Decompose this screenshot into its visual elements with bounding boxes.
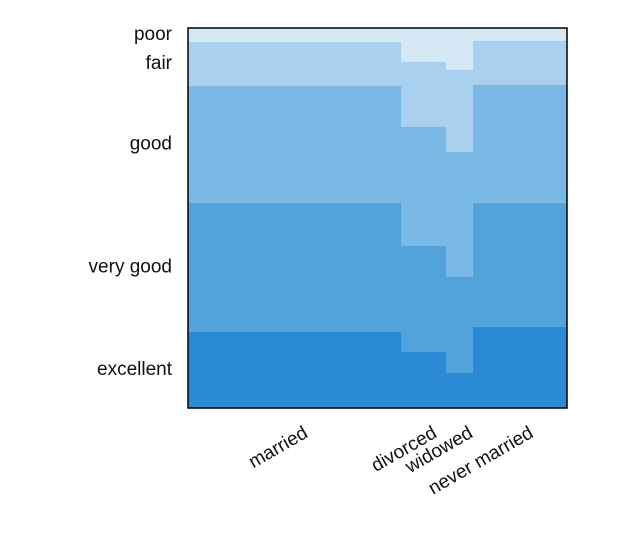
mosaic-cell (400, 352, 447, 409)
mosaic-cell (188, 86, 402, 204)
mosaic-cell (188, 42, 402, 87)
mosaic-cell (473, 327, 568, 409)
mosaic-cell (188, 28, 402, 43)
x-label: never married (425, 422, 537, 499)
mosaic-cell (188, 332, 402, 409)
y-label: good (130, 134, 172, 155)
mosaic-cell (188, 203, 402, 333)
x-label: married (245, 422, 311, 472)
plot-frame (187, 27, 568, 409)
mosaic-cell (400, 126, 447, 247)
mosaic-cell (400, 61, 447, 128)
mosaic-cell (446, 69, 474, 153)
mosaic-cell (473, 85, 568, 204)
y-label: fair (146, 53, 173, 74)
mosaic-cell (400, 245, 447, 353)
y-label: very good (89, 257, 172, 278)
mosaic-cell (446, 28, 474, 71)
mosaic-cell (473, 203, 568, 328)
mosaic-cell (473, 28, 568, 42)
mosaic-cell (446, 373, 474, 409)
mosaic-cell (473, 40, 568, 86)
mosaic-cell (446, 151, 474, 278)
mosaic-cell (446, 276, 474, 374)
mosaic-cell (400, 28, 447, 63)
y-label: poor (134, 24, 173, 45)
y-label: excellent (97, 359, 173, 380)
